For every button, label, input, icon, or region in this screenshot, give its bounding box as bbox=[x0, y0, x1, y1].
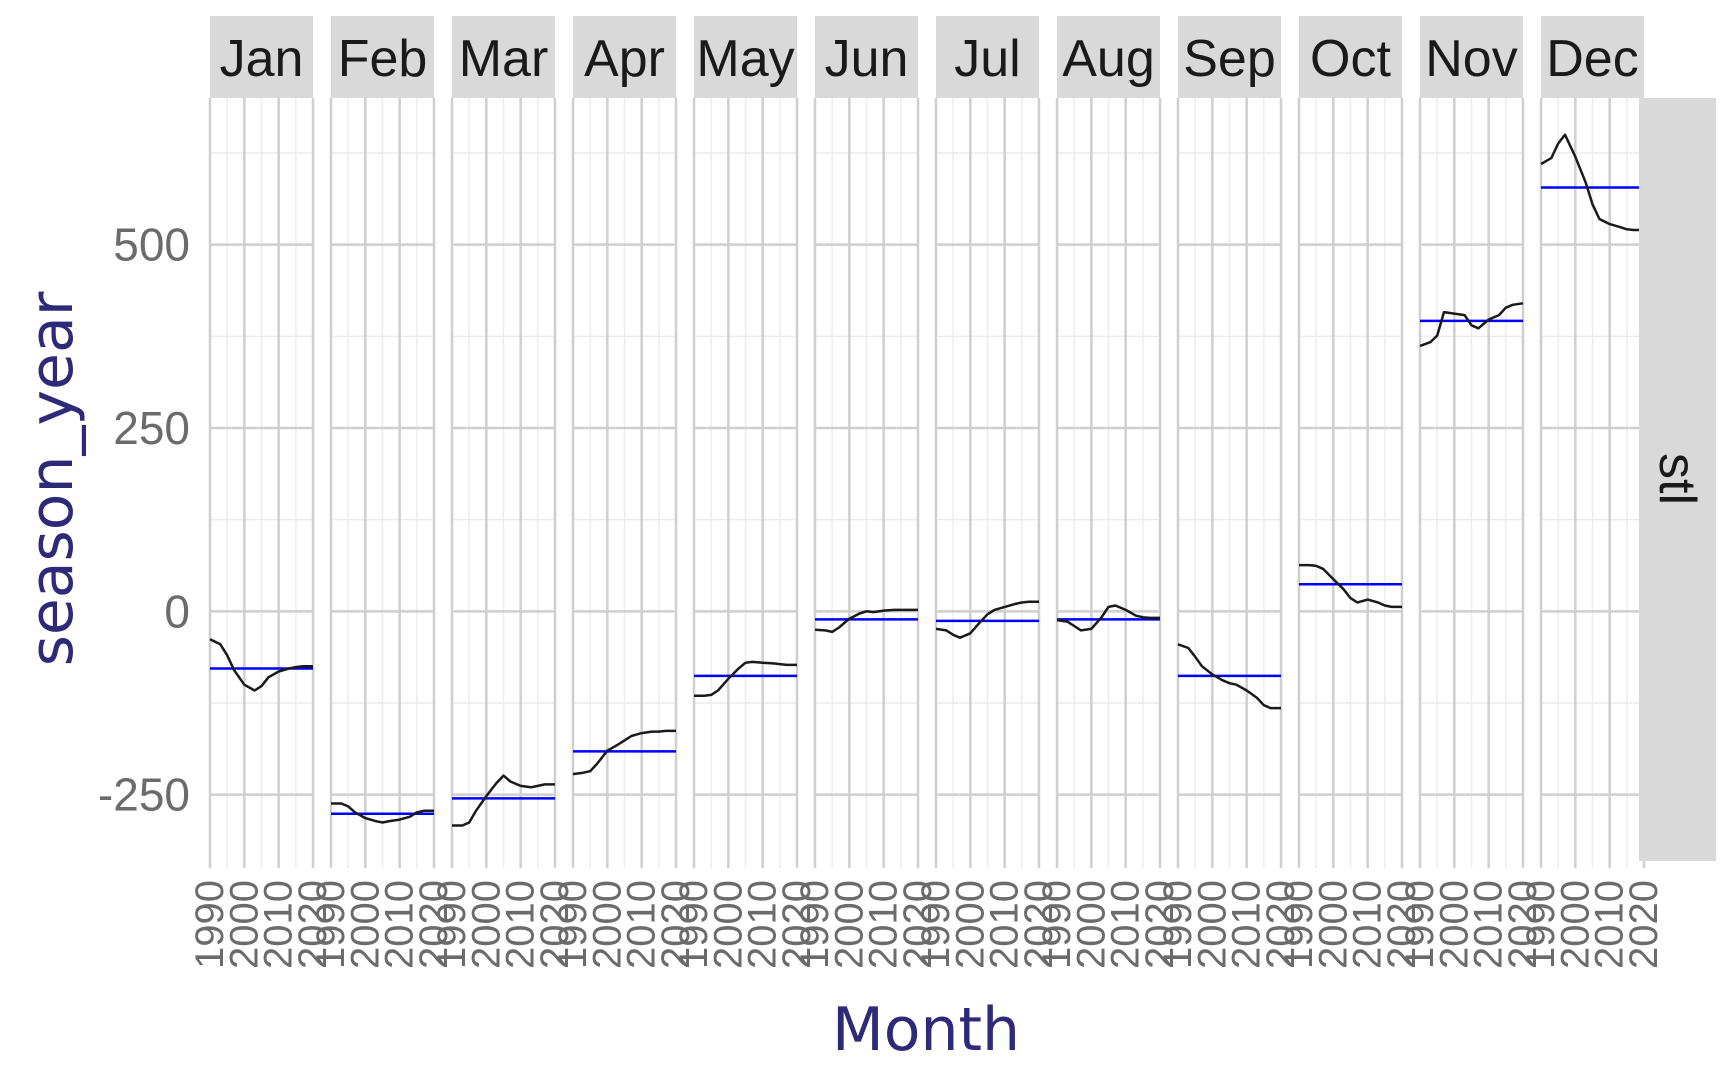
x-tick-label: 2010 bbox=[499, 880, 543, 969]
x-tick-label: 2000 bbox=[1069, 880, 1113, 969]
x-tick-label: 2010 bbox=[741, 880, 785, 969]
x-tick-label: 1990 bbox=[793, 880, 837, 969]
x-tick-label: 2000 bbox=[827, 880, 871, 969]
x-tick-label: 1990 bbox=[672, 880, 716, 969]
panel-strip-may bbox=[694, 16, 797, 98]
x-tick-label: 1990 bbox=[309, 880, 353, 969]
y-tick-label: -250 bbox=[98, 769, 190, 821]
x-tick-label: 2000 bbox=[706, 880, 750, 969]
x-tick-label: 1990 bbox=[1035, 880, 1079, 969]
x-tick-label: 2000 bbox=[948, 880, 992, 969]
x-tick-label: 2010 bbox=[862, 880, 906, 969]
panel-strip-label: Feb bbox=[338, 30, 428, 88]
panel-strip-feb bbox=[331, 16, 434, 98]
series-line-feb bbox=[331, 802, 434, 824]
x-axis: 1990200020102020199020002010202019902000… bbox=[188, 880, 1666, 969]
y-axis: -250 0 250 500 bbox=[98, 219, 190, 821]
panel-strip-jul bbox=[936, 16, 1039, 98]
x-tick-label: 2010 bbox=[1225, 880, 1269, 969]
panel-strip-jan bbox=[210, 16, 313, 98]
x-tick-label: 1990 bbox=[1277, 880, 1321, 969]
x-tick-label: 2020 bbox=[654, 880, 698, 969]
panel-strip-apr bbox=[573, 16, 676, 98]
panel-strip-label: Aug bbox=[1062, 30, 1155, 88]
panel-strip-label: Jun bbox=[825, 30, 909, 88]
x-tick-label: 2020 bbox=[1138, 880, 1182, 969]
x-tick-label: 2010 bbox=[257, 880, 301, 969]
panel-strip-label: Jul bbox=[954, 30, 1020, 88]
x-tick-label: 2010 bbox=[1467, 880, 1511, 969]
x-tick-label: 2010 bbox=[1346, 880, 1390, 969]
y-tick-label: 250 bbox=[113, 402, 190, 454]
y-tick-label: 500 bbox=[113, 219, 190, 271]
panel-strip-oct bbox=[1299, 16, 1402, 98]
panel-strip-sep bbox=[1178, 16, 1281, 98]
panel-strip-label: Oct bbox=[1310, 30, 1391, 88]
x-tick-label: 2010 bbox=[1588, 880, 1632, 969]
x-tick-label: 1990 bbox=[1519, 880, 1563, 969]
panel-strip-label: Apr bbox=[584, 30, 665, 88]
x-axis-title: Month bbox=[832, 995, 1020, 1065]
x-tick-label: 1990 bbox=[914, 880, 958, 969]
x-tick-label: 2010 bbox=[983, 880, 1027, 969]
y-tick-label: 0 bbox=[164, 585, 190, 637]
x-tick-label: 2020 bbox=[1501, 880, 1545, 969]
x-tick-label: 2020 bbox=[412, 880, 456, 969]
x-tick-label: 2000 bbox=[1190, 880, 1234, 969]
series-line-jan bbox=[209, 638, 313, 692]
panel-strip-jun bbox=[815, 16, 918, 98]
panel-strip-aug bbox=[1057, 16, 1160, 98]
x-tick-label: 1990 bbox=[188, 880, 232, 969]
series-line-mar bbox=[452, 774, 555, 827]
panel-strip-label: May bbox=[696, 30, 794, 88]
panel-strip-label: Jan bbox=[220, 30, 304, 88]
series-line-aug bbox=[1056, 604, 1160, 632]
panel-strip-dec bbox=[1541, 16, 1644, 98]
series-line-jun bbox=[814, 608, 918, 634]
panel-strip-label: Sep bbox=[1183, 30, 1276, 88]
series-line-apr bbox=[572, 729, 676, 776]
panel-grid-layer bbox=[208, 98, 1646, 868]
x-tick-label: 2020 bbox=[896, 880, 940, 969]
panel-series-layer bbox=[209, 133, 1644, 827]
x-tick-label: 2020 bbox=[1622, 880, 1666, 969]
panel-strip-label: Mar bbox=[459, 30, 549, 88]
series-line-nov bbox=[1419, 302, 1524, 348]
x-tick-label: 2020 bbox=[533, 880, 577, 969]
row-strip-label: stl bbox=[1648, 453, 1706, 505]
x-tick-label: 2000 bbox=[222, 880, 266, 969]
series-line-jul bbox=[935, 600, 1039, 639]
x-tick-label: 2010 bbox=[378, 880, 422, 969]
panel-strip-label: Dec bbox=[1546, 30, 1638, 88]
x-tick-label: 2020 bbox=[1259, 880, 1303, 969]
panel-strip-label: Nov bbox=[1425, 30, 1517, 88]
x-tick-label: 2010 bbox=[1104, 880, 1148, 969]
panel-strip-layer: Jan Feb Mar Apr May Jun Jul Aug Sep Oct Nov Dec bbox=[210, 16, 1644, 98]
x-tick-label: 2000 bbox=[1553, 880, 1597, 969]
series-line-sep bbox=[1177, 643, 1281, 710]
x-tick-label: 2020 bbox=[291, 880, 335, 969]
x-tick-label: 1990 bbox=[1398, 880, 1442, 969]
x-tick-label: 1990 bbox=[551, 880, 595, 969]
x-tick-label: 1990 bbox=[430, 880, 474, 969]
x-tick-label: 2010 bbox=[620, 880, 664, 969]
x-tick-label: 1990 bbox=[1156, 880, 1200, 969]
x-tick-label: 2000 bbox=[343, 880, 387, 969]
x-tick-label: 2000 bbox=[585, 880, 629, 969]
x-tick-label: 2020 bbox=[1380, 880, 1424, 969]
x-tick-label: 2020 bbox=[1017, 880, 1061, 969]
x-tick-label: 2020 bbox=[775, 880, 819, 969]
x-tick-label: 2000 bbox=[1432, 880, 1476, 969]
series-line-may bbox=[694, 660, 797, 697]
series-line-dec bbox=[1540, 133, 1644, 232]
x-tick-label: 2000 bbox=[1311, 880, 1355, 969]
panel-strip-mar bbox=[452, 16, 555, 98]
x-tick-label: 2000 bbox=[464, 880, 508, 969]
y-axis-title: season_year bbox=[17, 291, 87, 666]
panel-strip-nov bbox=[1420, 16, 1523, 98]
row-strip-background bbox=[1639, 98, 1716, 861]
series-line-oct bbox=[1299, 563, 1402, 609]
